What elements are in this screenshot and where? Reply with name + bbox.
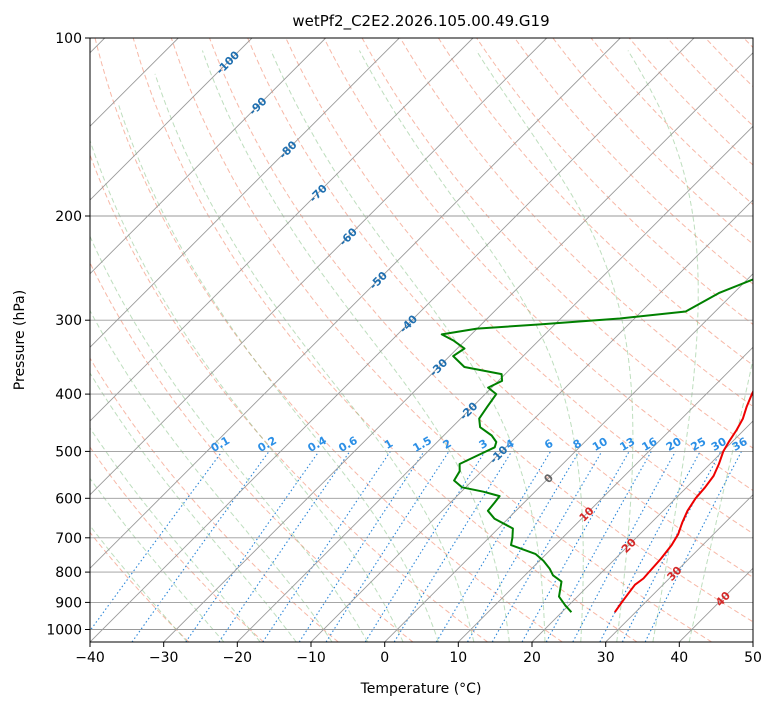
sounding-series: [440, 278, 753, 613]
plot-area: -100-90-80-70-60-50-40-30-20-10010203040…: [90, 38, 753, 642]
moist-adiabat: [201, 50, 510, 642]
mixing-ratio-line: [521, 451, 630, 642]
mixing-ratio-line: [185, 451, 320, 642]
isotherm-line: [163, 52, 753, 642]
moist-adiabat: [154, 73, 475, 642]
y-tick-label: 800: [55, 565, 82, 581]
isotherm-line: [90, 38, 695, 642]
mixing-ratio-line: [298, 451, 425, 642]
x-tick-label: 50: [744, 650, 762, 666]
x-tick-label: −20: [223, 650, 253, 666]
x-tick-label: 20: [523, 650, 541, 666]
isotherm-line: [236, 125, 753, 642]
dry-adiabat: [170, 38, 712, 642]
dry-adiabat: [323, 38, 753, 492]
mixing-ratio-line: [572, 451, 676, 642]
isotherm-line: [90, 38, 621, 569]
x-tick-label: 40: [670, 650, 688, 666]
x-tick-label: 30: [597, 650, 615, 666]
y-tick-label: 900: [55, 595, 82, 611]
isotherm-line: [90, 38, 253, 201]
moist-adiabat: [270, 50, 546, 642]
y-axis-label: Pressure (hPa): [12, 290, 28, 390]
dry-adiabat: [90, 446, 264, 642]
dry-adiabat: [90, 357, 339, 642]
moist-adiabat: [688, 356, 753, 642]
mixing-ratio-line: [325, 451, 450, 642]
mixing-ratio-line: [90, 451, 223, 632]
dry-adiabat: [399, 38, 753, 408]
dry-adiabat: [247, 38, 753, 578]
isotherm-line: [90, 38, 548, 496]
temperature-line: [613, 389, 753, 613]
isotherms: [90, 38, 753, 642]
y-axis-ticks: 1000 900 800 700 600 500 400 300 200 100: [46, 31, 90, 639]
isotherm-line: [457, 346, 753, 642]
moist-adiabat: [90, 427, 261, 642]
pressure-gridlines: [90, 38, 753, 630]
isotherm-line: [90, 38, 327, 275]
isotherm-line: [90, 38, 400, 348]
x-axis-ticks: −40 −30 −20 −10 0 10 20 30 40 50: [75, 642, 762, 666]
isotherm-line: [310, 199, 753, 642]
dry-adiabat: [209, 38, 753, 623]
dry-adiabat: [437, 38, 753, 366]
y-tick-label: 200: [55, 209, 82, 225]
dry-adiabat: [94, 38, 563, 642]
moist-adiabat: [90, 309, 333, 642]
isotherm-line: [384, 273, 753, 642]
isotherm-line: [90, 38, 474, 422]
y-tick-label: 600: [55, 491, 82, 507]
moist-adiabat: [627, 50, 699, 642]
moist-adiabat: [475, 50, 634, 642]
dewpoint-line: [440, 278, 753, 613]
moist-adiabat: [118, 105, 439, 642]
y-tick-label: 400: [55, 387, 82, 403]
dry-adiabat: [132, 38, 638, 642]
x-tick-label: 0: [380, 650, 389, 666]
mixing-ratio-line: [545, 451, 652, 642]
dry-adiabat: [90, 531, 190, 642]
y-tick-label: 300: [55, 313, 82, 329]
y-tick-label: 500: [55, 444, 82, 460]
plot-frame: [89, 37, 754, 643]
x-tick-label: 10: [449, 650, 467, 666]
dry-adiabat: [90, 153, 488, 642]
isotherm-line: [531, 420, 753, 642]
mixing-ratio-line: [644, 451, 742, 642]
x-tick-label: −30: [149, 650, 179, 666]
mixing-ratio-line: [393, 451, 513, 642]
x-axis-label: Temperature (°C): [360, 681, 482, 697]
x-tick-label: −40: [75, 650, 105, 666]
mixing-ratio-line: [218, 451, 351, 642]
moist-adiabats: [90, 50, 753, 642]
y-tick-label: 700: [55, 531, 82, 547]
isotherm-line: [605, 494, 753, 642]
y-tick-label: 100: [55, 31, 82, 47]
mixing-ratio-line: [262, 451, 391, 642]
chart-title: wetPf2_C2E2.2026.105.00.49.G19: [292, 12, 549, 31]
x-tick-label: −10: [296, 650, 326, 666]
y-tick-label: 1000: [46, 623, 82, 639]
dry-adiabat: [514, 38, 753, 285]
